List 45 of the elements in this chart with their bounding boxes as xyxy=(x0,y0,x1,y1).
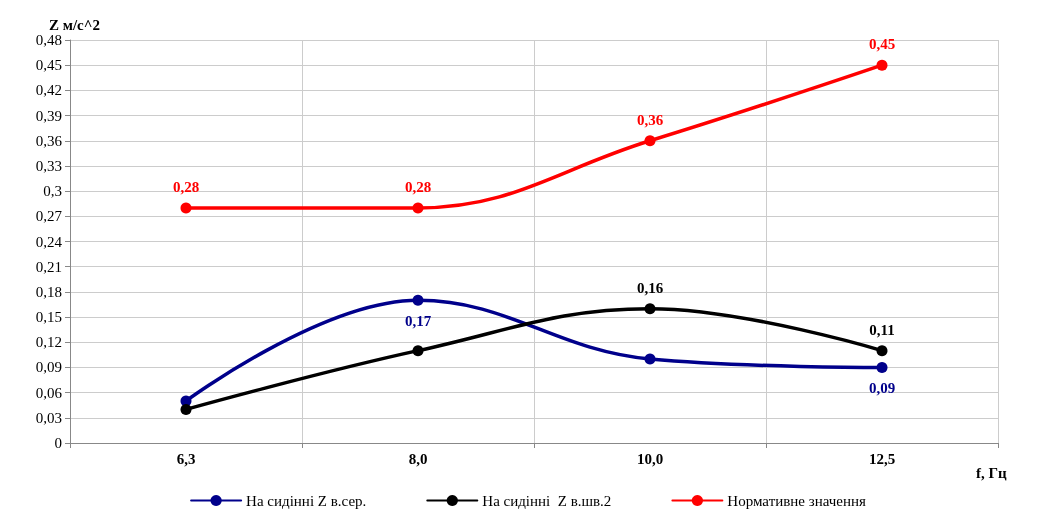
x-tick-label: 10,0 xyxy=(636,450,664,467)
y-tick-label: 0,39 xyxy=(35,107,62,124)
y-tick-label: 0,36 xyxy=(35,132,63,149)
y-tick-label: 0,33 xyxy=(35,157,62,174)
y-tick-label: 0,27 xyxy=(35,208,63,225)
point xyxy=(412,345,424,357)
data-label: 0,17 xyxy=(404,313,432,330)
y-tick-label: 0,06 xyxy=(35,384,63,401)
y-tick-label: 0,42 xyxy=(35,82,62,99)
point xyxy=(644,303,656,315)
y-tick-label: 0,21 xyxy=(35,258,62,275)
point xyxy=(876,361,888,373)
data-label: 0,11 xyxy=(869,321,895,338)
x-tick-label: 12,5 xyxy=(868,450,896,467)
y-tick-label: 0,3 xyxy=(43,183,62,200)
y-tick-label: 0 xyxy=(54,435,62,451)
point xyxy=(644,135,656,147)
data-label: 0,28 xyxy=(172,178,200,195)
point xyxy=(644,353,656,365)
data-label: 0,28 xyxy=(404,178,432,195)
y-tick-label: 0,15 xyxy=(35,309,62,326)
data-label: 0,09 xyxy=(868,380,896,397)
y-tick-label: 0,45 xyxy=(35,57,62,74)
data-label: 0,16 xyxy=(636,279,664,296)
y-tick-label: 0,24 xyxy=(35,233,63,250)
legend-label: На сидінні Z в.шв.2 xyxy=(482,492,612,509)
x-tick-label: 6,3 xyxy=(176,450,196,467)
point xyxy=(876,345,888,357)
point xyxy=(180,202,192,214)
point xyxy=(412,294,424,306)
y-tick-label: 0,48 xyxy=(35,32,62,48)
y-tick-label: 0,09 xyxy=(35,359,62,376)
data-label: 0,36 xyxy=(636,111,664,128)
point xyxy=(180,403,192,415)
data-label: 0,45 xyxy=(868,36,896,53)
point xyxy=(412,202,424,214)
x-axis-title: f, Гц xyxy=(976,464,1008,481)
legend-label: Нормативне значення xyxy=(727,492,866,509)
y-tick-label: 0,03 xyxy=(35,409,62,426)
y-tick-label: 0,18 xyxy=(35,283,62,300)
legend-label: На сидінні Z в.сер. xyxy=(246,492,367,509)
y-tick-label: 0,12 xyxy=(35,334,62,351)
x-tick-label: 8,0 xyxy=(408,450,428,467)
y-axis-title: Z м/с^2 xyxy=(48,17,100,34)
point xyxy=(876,59,888,71)
